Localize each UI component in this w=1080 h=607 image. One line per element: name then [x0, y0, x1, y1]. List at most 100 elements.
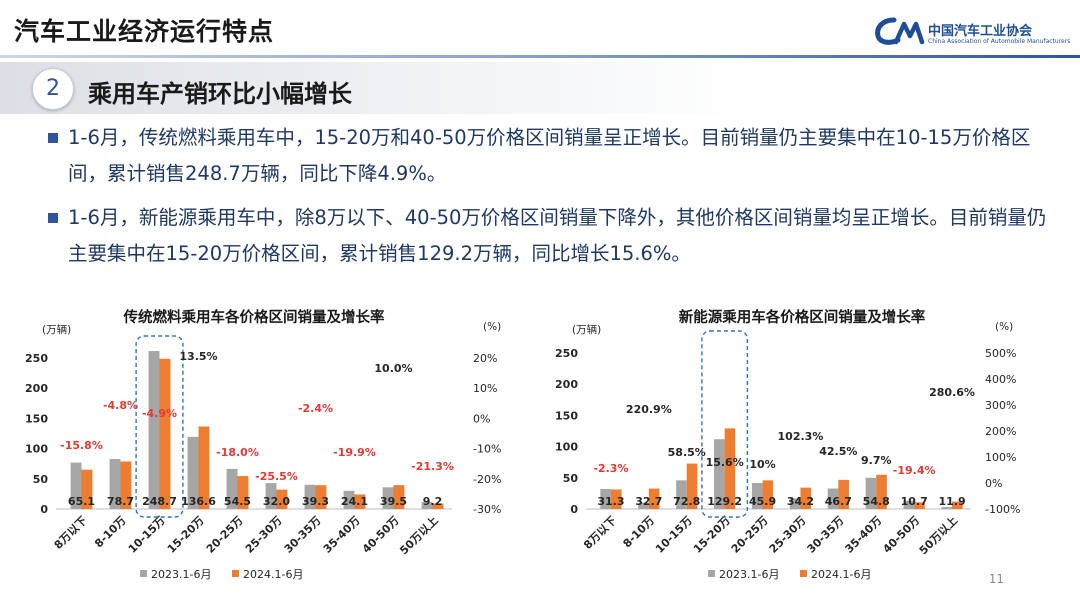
y-tick-label: 250: [555, 347, 578, 360]
bar-value-label: 129.2: [707, 495, 742, 508]
bar-2023: [827, 488, 839, 509]
y2-tick-label: 20%: [473, 352, 497, 365]
y-tick-label: 100: [25, 443, 48, 456]
slide-header: 汽车工业经济运行特点 中国汽车工业协会 China Association of…: [0, 0, 1080, 58]
y-tick-label: 100: [555, 441, 578, 454]
bar-2023: [226, 468, 238, 509]
growth-rate-label: 220.9%: [626, 403, 672, 416]
section-band: [0, 62, 1080, 114]
bar-value-label: 45.9: [749, 495, 776, 508]
x-tick-label: 15-20万: [165, 514, 207, 556]
bar-2024: [81, 469, 93, 509]
y-tick-label: 250: [25, 352, 48, 365]
bar-value-label: 39.3: [302, 495, 329, 508]
x-tick-label: 10-15万: [653, 514, 695, 556]
bar-2024: [648, 488, 660, 509]
bar-2024: [432, 503, 444, 509]
bar-2024: [724, 428, 736, 509]
x-tick-label: 15-20万: [691, 514, 733, 556]
bar-value-label: 9.2: [423, 495, 443, 508]
bar-value-label: 24.1: [341, 495, 368, 508]
growth-rate-label: 42.5%: [819, 445, 857, 458]
bar-value-label: 248.7: [142, 495, 177, 508]
bar-2023: [148, 351, 160, 509]
y-axis-label: (万辆): [42, 323, 71, 336]
bar-2024: [315, 485, 327, 509]
bar-value-label: 54.5: [224, 495, 251, 508]
bar-2023: [941, 507, 953, 509]
bullet-square-icon: [48, 133, 58, 143]
bar-2024: [393, 485, 405, 509]
x-tick-label: 30-35万: [805, 514, 847, 556]
growth-rate-label: 9.7%: [861, 454, 892, 467]
bar-value-label: 136.6: [181, 495, 216, 508]
bar-value-label: 72.8: [673, 495, 700, 508]
x-tick-label: 40-50万: [880, 514, 922, 556]
y2-tick-label: 200%: [985, 425, 1016, 438]
x-tick-label: 25-30万: [767, 514, 809, 556]
bar-value-label: 34.2: [787, 495, 814, 508]
y2-tick-label: 100%: [985, 451, 1016, 464]
page-number: 11: [988, 572, 1004, 586]
x-tick-label: 8万以下: [52, 514, 90, 552]
x-tick-label: 35-40万: [321, 514, 363, 556]
header-divider: [0, 55, 1080, 58]
bar-2023: [903, 500, 915, 509]
highlight-box: [701, 330, 749, 518]
bar-2023: [600, 489, 611, 509]
growth-rate-label: 280.6%: [929, 386, 975, 399]
y2-tick-label: 10%: [473, 382, 497, 395]
bar-value-label: 31.3: [597, 495, 624, 508]
chart-traditional-fuel: 传统燃料乘用车各价格区间销量及增长率 (万辆) (%) 0 50 100 150 200 250…: [25, 308, 501, 581]
legend-swatch-2024: [232, 570, 239, 577]
growth-rate-label: -25.5%: [255, 470, 298, 483]
bar-value-label: 10.7: [901, 495, 928, 508]
bullet-text: 1-6月，传统燃料乘用车中，15-20万和40-50万价格区间销量呈正增长。目前…: [68, 126, 1031, 185]
logo-text-cn: 中国汽车工业协会: [928, 24, 1033, 39]
caam-logo: 中国汽车工业协会 China Association of Automobile…: [874, 14, 1070, 50]
bar-2023: [421, 501, 433, 509]
bar-value-label: 46.7: [825, 495, 852, 508]
growth-rate-label: 10.0%: [374, 362, 412, 375]
bar-2023: [714, 439, 725, 509]
bar-2024: [237, 476, 249, 509]
legend-label-2023: 2023.1-6月: [719, 568, 779, 581]
y-tick-label: 50: [563, 472, 579, 485]
growth-rate-label: -19.9%: [333, 446, 376, 459]
y2-tick-label: 300%: [985, 399, 1016, 412]
y2-tick-label: -30%: [473, 503, 501, 516]
x-tick-label: 8-10万: [92, 514, 128, 550]
x-tick-label: 8-10万: [621, 514, 657, 550]
bar-2024: [800, 487, 812, 509]
y2-tick-label: 400%: [985, 373, 1016, 386]
x-tick-label: 50万以上: [397, 513, 441, 557]
logo-text-en: China Association of Automobile Manufact…: [928, 38, 1071, 45]
bar-value-label: 11.9: [938, 495, 965, 508]
growth-rate-label: -18.0%: [216, 446, 259, 459]
x-tick-label: 8万以下: [581, 514, 619, 552]
bar-2024: [276, 489, 288, 509]
growth-rate-label: -21.3%: [411, 460, 454, 473]
bar-2024: [610, 489, 622, 509]
growth-rate-label: 58.5%: [668, 446, 706, 459]
y2-tick-label: 0%: [985, 477, 1002, 490]
x-tick-label: 20-25万: [204, 514, 246, 556]
y2-tick-label: 500%: [985, 347, 1016, 360]
bar-2024: [354, 494, 366, 509]
growth-rate-label: 10%: [749, 458, 775, 471]
x-tick-label: 25-30万: [243, 514, 285, 556]
growth-rate-label: 102.3%: [778, 430, 824, 443]
bullet-square-icon: [48, 213, 58, 223]
y2-tick-label: -20%: [473, 473, 501, 486]
bar-value-label: 32.0: [263, 495, 290, 508]
chart-title: 传统燃料乘用车各价格区间销量及增长率: [123, 308, 385, 326]
section-title: 乘用车产销环比小幅增长: [88, 80, 352, 108]
bar-2023: [265, 483, 277, 509]
x-tick-label: 50万以上: [916, 513, 960, 557]
growth-rate-label: -15.8%: [60, 439, 103, 452]
y2-tick-label: -10%: [473, 443, 501, 456]
bullet-text: 1-6月，新能源乘用车中，除8万以下、40-50万价格区间销量下降外，其他价格区…: [68, 206, 1047, 265]
x-tick-label: 40-50万: [360, 514, 402, 556]
legend-label-2024: 2024.1-6月: [243, 568, 303, 581]
y-tick-label: 0: [570, 503, 578, 516]
